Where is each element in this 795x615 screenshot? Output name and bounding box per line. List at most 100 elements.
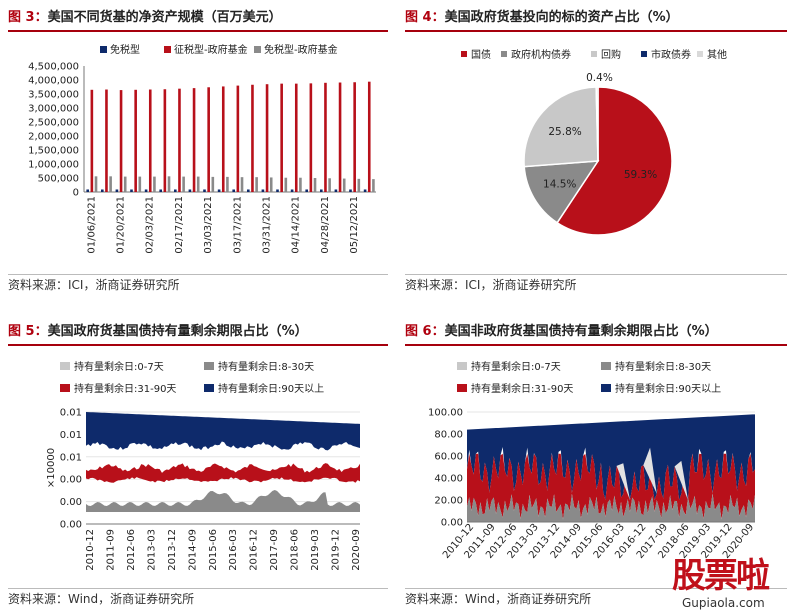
fig5-xtick-label: 2020-09: [351, 529, 362, 571]
fig5-ytick-label: 0.00: [60, 497, 82, 508]
fig3-ytick-label: 4,500,000: [28, 62, 79, 73]
fig6-source: 资料来源：Wind，浙商证券研究所: [405, 588, 787, 609]
fig3-bar: [284, 177, 288, 192]
fig3-bar: [372, 179, 375, 192]
fig3-bar: [203, 189, 206, 192]
fig3-bar: [255, 177, 258, 192]
fig3-bar: [163, 89, 167, 192]
fig6-ytick-label: 100.00: [428, 408, 463, 419]
fig6-area-0to7: [674, 460, 689, 500]
fig5-source: 资料来源：Wind，浙商证券研究所: [8, 588, 388, 609]
fig6-area-8to30: [467, 493, 755, 522]
fig5-legend-swatch: [204, 384, 214, 392]
fig3-bar: [207, 87, 210, 192]
fig5-xtick-label: 2019-03: [310, 529, 321, 571]
fig5-xtick-label: 2011-09: [105, 529, 116, 571]
fig3-bar: [342, 178, 346, 192]
fig3-legend-swatch: [164, 46, 171, 53]
fig5-legend-swatch: [60, 362, 70, 370]
fig5-xtick-label: 2016-12: [249, 529, 260, 571]
fig4-legend-label: 国债: [471, 48, 491, 61]
fig3-bar: [109, 176, 112, 192]
fig3-legend-swatch: [100, 46, 107, 53]
fig3-bar: [119, 90, 123, 192]
fig3-bar: [338, 82, 342, 192]
fig3-bar: [328, 178, 331, 192]
fig6-ytick-label: 0.00: [441, 518, 463, 529]
fig4-slice-label: 59.3%: [624, 169, 657, 181]
fig3-bar: [101, 189, 104, 192]
fig3-bar: [105, 89, 108, 192]
panel-fig3: 图 3：美国不同货基的净资产规模（百万美元） 免税型 征税型-政府基金 免税型-政府…: [8, 6, 388, 296]
fig3-bar: [153, 176, 156, 192]
fig5-xtick-label: 2013-12: [167, 529, 178, 571]
fig3-bar: [90, 89, 94, 192]
fig3-bar: [148, 89, 152, 192]
fig5-area-8to30: [86, 490, 360, 512]
fig3-legend-label: 征税型-政府基金: [174, 43, 248, 56]
fig4-slice: [523, 160, 600, 224]
fig6-ytick-label: 80.00: [434, 430, 463, 441]
fig3-ytick-label: 0: [73, 188, 79, 199]
fig5-xtick-label: 2019-12: [331, 529, 342, 571]
fig3-xtick-label: 01/06/2021: [86, 196, 97, 254]
fig5-ytick-label: 0.01: [60, 408, 82, 419]
fig3-bar: [357, 178, 361, 192]
fig3-bar: [305, 189, 308, 192]
watermark-logo: 股票啦 Gupiaola.com: [672, 556, 792, 612]
fig5-legend-label: 持有量剩余日:31-90天: [74, 382, 176, 395]
fig5-ytick-label: 0.00: [60, 520, 82, 531]
fig3-title: 图 3：美国不同货基的净资产规模（百万美元）: [8, 6, 388, 32]
fig3-xtick-label: 02/03/2021: [145, 196, 156, 254]
fig3-bar: [261, 189, 265, 192]
fig5-ytick-label: 0.01: [60, 430, 82, 441]
fig4-slice-label: 25.8%: [548, 126, 581, 138]
fig3-bar: [367, 81, 371, 192]
fig3-ytick-label: 1,000,000: [28, 160, 79, 171]
fig4-legend-label: 其他: [707, 48, 727, 61]
fig3-xtick-label: 05/12/2021: [349, 196, 360, 254]
fig3-xtick-label: 01/20/2021: [116, 196, 127, 254]
fig3-bar: [280, 83, 283, 192]
fig4-chart: 国债 政府机构债券 回购 市政债券 其他 59.3% 14.5% 25.8% 0.4%: [461, 48, 727, 236]
fig3-bar: [188, 189, 192, 192]
fig3-bar: [276, 189, 279, 192]
fig4-slice: [595, 86, 599, 162]
fig6-legend-label: 持有量剩余日:8-30天: [615, 360, 711, 373]
fig6-legend-swatch: [601, 384, 611, 392]
fig4-slice: [523, 86, 599, 168]
fig3-bar: [182, 176, 185, 192]
fig6-legend-label: 持有量剩余日:31-90天: [471, 382, 573, 395]
fig3-bar: [240, 177, 244, 192]
fig3-bar: [196, 176, 200, 192]
watermark-text: 股票啦: [672, 556, 770, 596]
fig3-bar: [247, 189, 250, 192]
fig5-legend-label: 持有量剩余日:8-30天: [218, 360, 314, 373]
fig5-area-90plus: [86, 412, 360, 451]
fig3-bar: [349, 189, 352, 192]
fig3-ytick-label: 500,000: [38, 174, 79, 185]
fig3-legend-label: 免税型-政府基金: [264, 43, 338, 56]
fig3-bar: [211, 176, 215, 192]
fig5-legend-label: 持有量剩余日:90天以上: [218, 382, 324, 395]
fig3-xtick-label: 04/28/2021: [320, 196, 331, 254]
fig5-xtick-label: 2013-03: [146, 529, 157, 571]
fig3-bar: [167, 176, 171, 192]
fig4-legend-swatch: [591, 51, 597, 57]
fig5-xtick-label: 2015-06: [208, 529, 219, 571]
fig5-xtick-label: 2012-06: [126, 529, 137, 571]
fig4-source: 资料来源：ICI，浙商证券研究所: [405, 274, 787, 295]
fig3-bar: [130, 189, 133, 192]
fig3-bar: [363, 189, 367, 192]
fig3-bar: [94, 176, 98, 192]
fig5-xtick-label: 2016-03: [228, 529, 239, 571]
fig5-xtick-label: 2018-06: [290, 529, 301, 571]
fig5-title: 图 5：美国政府货基国债持有量剩余期限占比（%）: [8, 320, 388, 346]
fig6-area-0to7: [616, 463, 630, 500]
fig3-xtick-label: 03/17/2021: [232, 196, 243, 254]
fig3-bar: [265, 84, 269, 192]
fig3-ytick-label: 2,500,000: [28, 118, 79, 129]
fig3-bar: [334, 189, 338, 192]
fig4-legend-swatch: [697, 51, 703, 57]
